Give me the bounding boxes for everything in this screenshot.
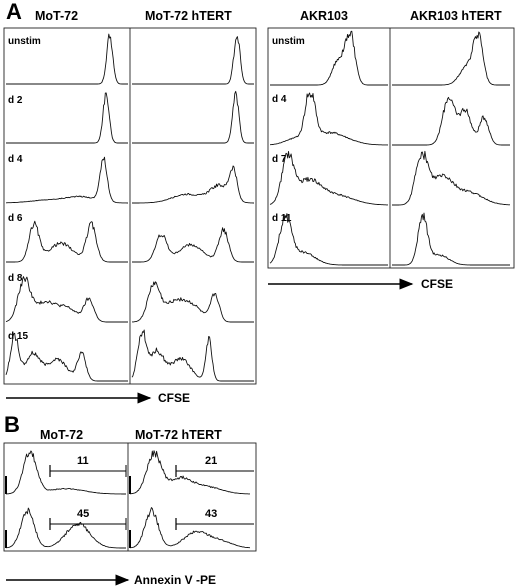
gate-4: 43	[175, 508, 254, 530]
gate-2: 21	[175, 455, 254, 477]
row-label-d8: d 8	[8, 273, 23, 284]
axis-label-annexin: Annexin V -PE	[134, 573, 216, 587]
histogram-trace	[132, 281, 254, 323]
gate-value-1: 11	[77, 455, 89, 467]
row-label-d15: d 15	[8, 331, 28, 342]
histogram-trace	[6, 450, 126, 495]
gate-value-3: 45	[77, 508, 89, 520]
histogram-trace	[5, 332, 128, 382]
histogram-trace	[269, 213, 388, 266]
histogram-trace	[5, 507, 126, 549]
histogram-trace	[392, 212, 510, 266]
axis-label-cfse-right: CFSE	[421, 277, 453, 291]
panel-letter-b: B	[4, 412, 20, 437]
histogram-trace	[392, 96, 510, 146]
row-label-akr-d11: d 11	[272, 213, 292, 224]
histogram-trace	[5, 276, 128, 323]
gate-3: 45	[49, 508, 127, 530]
histogram-trace	[392, 150, 510, 206]
histogram-trace	[130, 450, 250, 495]
row-label-akr-d4: d 4	[272, 94, 287, 105]
histogram-trace	[6, 156, 128, 204]
row-label-akr-unstim: unstim	[272, 36, 305, 47]
gate-1: 11	[49, 455, 127, 477]
histogram-trace	[132, 165, 254, 204]
row-label-unstim: unstim	[8, 36, 41, 47]
row-label-akr-d7: d 7	[272, 154, 287, 165]
row-label-d4: d 4	[8, 154, 23, 165]
histogram-trace	[270, 92, 389, 146]
col-title-akr103-htert: AKR103 hTERT	[410, 9, 502, 23]
axis-label-cfse-left: CFSE	[158, 391, 190, 405]
gate-value-2: 21	[205, 455, 217, 467]
histogram-trace	[132, 90, 254, 144]
histogram-trace	[270, 30, 388, 86]
histogram-trace	[6, 33, 128, 85]
gate-value-4: 43	[205, 508, 217, 520]
grid-frame-annexin	[3, 442, 257, 552]
row-label-d6: d 6	[8, 213, 23, 224]
histogram-trace	[131, 329, 254, 382]
histogram-trace	[6, 92, 128, 144]
histogram-trace	[132, 227, 254, 263]
col-title-akr103: AKR103	[300, 9, 348, 23]
grid-frame-akr103	[267, 27, 515, 269]
histogram-trace	[132, 36, 254, 85]
panel-letter-a: A	[6, 0, 22, 24]
histogram-trace	[269, 151, 388, 206]
col-title-mot72: MoT-72	[35, 9, 78, 23]
histogram-trace	[129, 507, 250, 549]
histogram-trace	[6, 220, 128, 263]
col-title-b-mot72: MoT-72	[40, 428, 83, 442]
histogram-trace	[392, 31, 510, 86]
row-label-d2: d 2	[8, 95, 23, 106]
col-title-b-mot72-htert: MoT-72 hTERT	[135, 428, 222, 442]
histogram-layer	[5, 30, 510, 549]
col-title-mot72-htert: MoT-72 hTERT	[145, 9, 232, 23]
